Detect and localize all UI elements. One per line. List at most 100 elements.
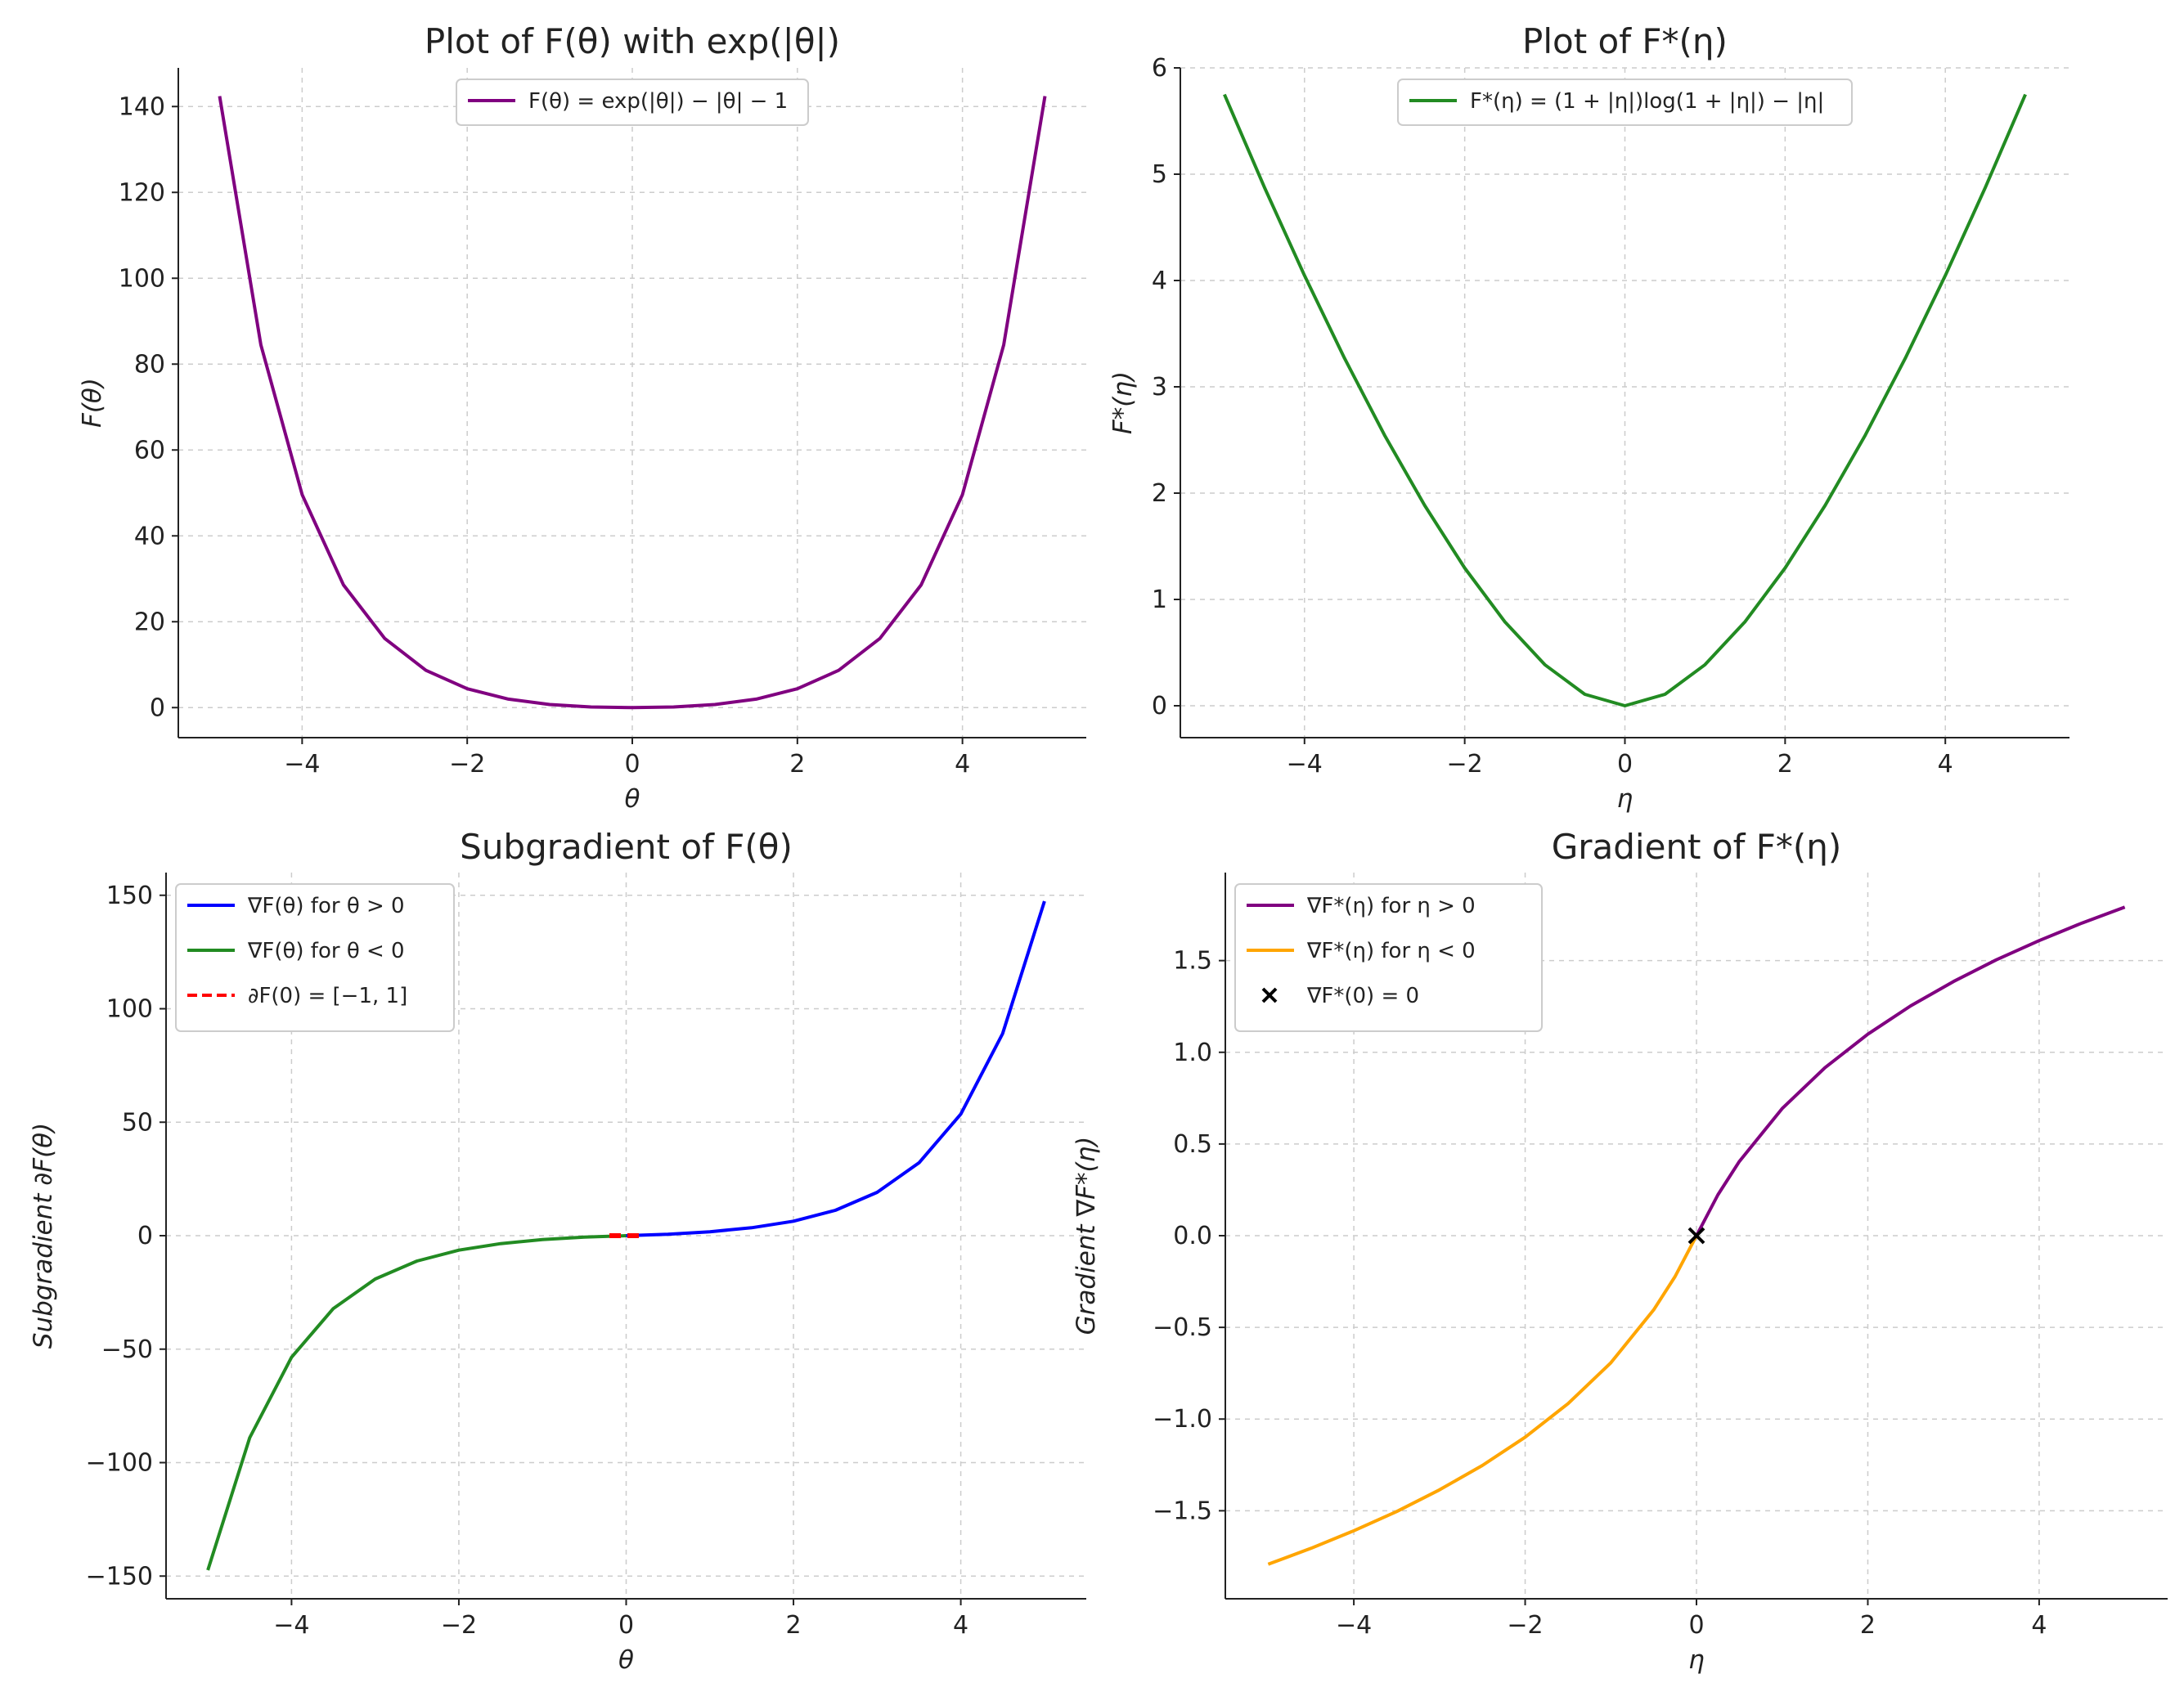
panel-bottom-left-plot: −4 −2 0 2 4 −150 −100 −50 0 50 100 150 Subgradient o… [29,827,1086,1675]
legend-label: F*(η) = (1 + |η|)log(1 + |η|) − |η| [1470,89,1824,114]
y-tick-label: 1 [1152,586,1167,614]
y-tick-label: 5 [1152,160,1167,189]
y-tick-label: 40 [134,522,165,550]
legend: ∇F*(η) for η > 0 ∇F*(η) for η < 0 ∇F*(0) =… [1234,883,1543,1032]
x-tick-label: −2 [441,1611,477,1640]
legend-entry: ∇F*(η) for η > 0 [1247,894,1476,918]
y-tick-label: 150 [106,882,153,910]
legend-label: ∇F(θ) for θ < 0 [247,939,405,963]
x-tick-label: 0 [1688,1611,1704,1640]
legend: F*(η) = (1 + |η|)log(1 + |η|) − |η| [1397,79,1853,126]
x-tick-label: 0 [618,1611,634,1640]
chart-title: Gradient of F*(η) [1552,827,1842,867]
legend-label: ∇F*(0) = 0 [1306,984,1419,1008]
x-tick-label: 4 [955,750,970,779]
y-tick-label: −150 [86,1562,153,1591]
y-tick-label: −100 [86,1449,153,1478]
legend-label: ∇F*(η) for η > 0 [1306,894,1476,918]
y-axis-label: Subgradient ∂F(θ) [29,1123,58,1349]
x-tick-label: 4 [2031,1611,2047,1640]
x-axis-label: η [1617,784,1634,814]
x-axis-label: θ [618,1645,634,1675]
y-tick-label: −1.0 [1153,1405,1212,1434]
y-tick-label: 6 [1152,54,1167,83]
legend-frame [175,883,455,1032]
x-tick-label: 2 [1777,750,1793,779]
x-tick-label: 0 [1617,750,1633,779]
x-tick-label: 4 [1938,750,1953,779]
y-tick-label: −1.5 [1153,1497,1212,1525]
y-tick-label: 0.5 [1173,1130,1212,1159]
legend: ∇F(θ) for θ > 0 ∇F(θ) for θ < 0 ∂F(0) = [−… [175,883,455,1032]
series-line [1695,905,2126,1236]
y-tick-label: 0 [150,693,165,722]
chart-title: Subgradient of F(θ) [460,827,793,867]
y-tick-label: 60 [134,436,165,465]
series-line [218,96,1047,710]
x-axis-label: η [1688,1645,1705,1675]
legend-label: ∇F*(η) for η < 0 [1306,939,1476,963]
x-tick-label: −4 [1336,1611,1372,1640]
grid [1180,67,2069,738]
y-tick-label: 140 [119,92,165,121]
series-line [1267,1235,1698,1566]
series-line [206,1234,627,1571]
panel-top-right-plot: −4 −2 0 2 4 0 1 2 3 4 5 6 Plot of F*(η) η F*(η) F*(η) =… [1108,21,2069,814]
legend-entry: ∇F*(0) = 0 [1261,984,1419,1008]
legend-frame [1234,883,1543,1032]
y-axis-label: F(θ) [78,378,107,428]
x-tick-label: 4 [953,1611,968,1640]
legend-entry: F(θ) = exp(|θ|) − |θ| − 1 [468,89,788,114]
legend-marker [1261,987,1278,1003]
series-line [1223,93,2027,707]
legend-entry: ∇F(θ) for θ > 0 [187,894,405,918]
x-tick-label: 2 [1860,1611,1876,1640]
legend-label: ∂F(0) = [−1, 1] [248,984,407,1008]
x-tick-label: −4 [273,1611,309,1640]
legend-entry: ∂F(0) = [−1, 1] [187,984,407,1008]
legend-frame [1397,79,1853,126]
y-axis-label: Gradient ∇F*(η) [1072,1137,1101,1335]
y-tick-label: 0 [137,1222,153,1250]
chart-title: Plot of F(θ) with exp(|θ|) [425,21,840,61]
series-line [626,900,1046,1237]
legend-entry: ∇F(θ) for θ < 0 [187,939,405,963]
series-marker-point [1687,1227,1705,1245]
y-tick-label: 0.0 [1173,1222,1212,1250]
x-axis-label: θ [625,784,640,814]
legend-entry: F*(η) = (1 + |η|)log(1 + |η|) − |η| [1409,89,1824,114]
legend-entry: ∇F*(η) for η < 0 [1247,939,1476,963]
y-tick-label: 20 [134,608,165,636]
legend: F(θ) = exp(|θ|) − |θ| − 1 [456,79,809,126]
chart-title: Plot of F*(η) [1522,21,1728,61]
legend-frame [456,79,809,126]
y-tick-label: 4 [1152,267,1167,295]
x-tick-label: −2 [449,750,485,779]
legend-label: F(θ) = exp(|θ|) − |θ| − 1 [528,89,788,114]
x-tick-label: −4 [1287,750,1323,779]
y-tick-label: 1.0 [1173,1039,1212,1067]
y-tick-label: −50 [101,1335,153,1364]
y-tick-label: 50 [122,1108,153,1137]
y-axis-label: F*(η) [1108,371,1138,434]
x-tick-label: 0 [624,750,640,779]
x-tick-label: −2 [1507,1611,1543,1640]
y-tick-label: 80 [134,350,165,379]
y-tick-label: 3 [1152,373,1167,402]
x-tick-label: 2 [785,1611,801,1640]
y-tick-label: −0.5 [1153,1313,1212,1342]
panel-bottom-right-plot: −4 −2 0 2 4 −1.5 −1.0 −0.5 0.0 0.5 1.0 1.5 Gradient … [1072,827,2168,1675]
x-tick-label: 2 [789,750,805,779]
y-tick-label: 1.5 [1173,947,1212,976]
y-tick-label: 100 [119,264,165,293]
grid [178,68,1086,738]
y-tick-label: 120 [119,178,165,207]
x-tick-label: −4 [284,750,320,779]
y-tick-label: 2 [1152,479,1167,508]
x-tick-label: −2 [1447,750,1483,779]
y-tick-label: 100 [106,995,153,1024]
y-tick-label: 0 [1152,692,1167,720]
legend-label: ∇F(θ) for θ > 0 [247,894,405,918]
